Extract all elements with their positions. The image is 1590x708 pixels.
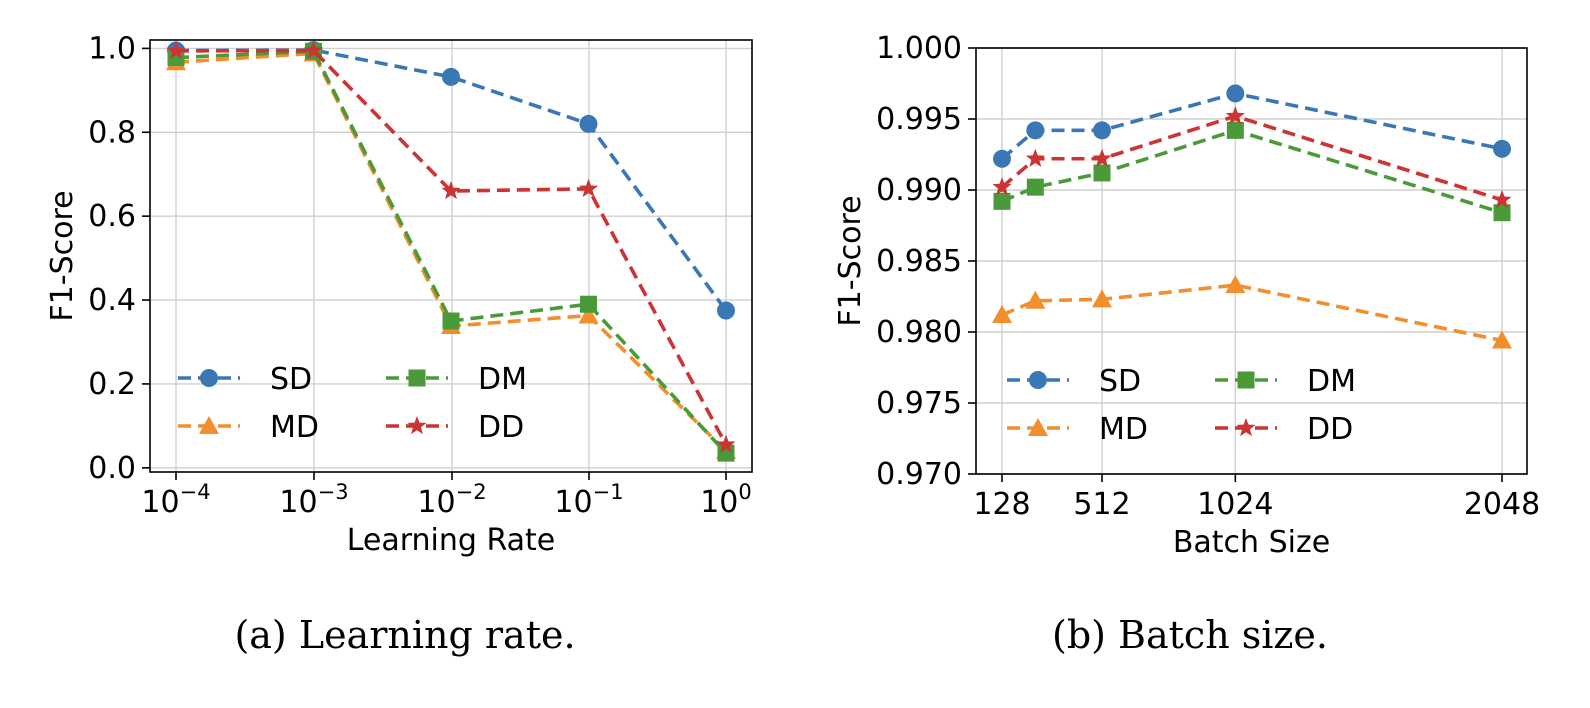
data-point-DD [1025, 148, 1045, 167]
legend-label-MD: MD [1099, 412, 1148, 447]
legend-label-MD: MD [270, 410, 319, 445]
data-point-MD [1025, 290, 1046, 309]
data-point-DM [442, 312, 460, 330]
y-tick-label: 0.2 [88, 367, 136, 402]
data-point-MD [1492, 330, 1512, 349]
legend-marker-SD [200, 369, 218, 387]
data-point-SD [442, 67, 460, 86]
data-point-SD [1226, 84, 1245, 103]
y-axis-label: F1-Score [45, 190, 80, 321]
caption-b: (b) Batch size. [1052, 613, 1328, 657]
x-tick-label: 10−3 [279, 480, 348, 520]
legend-marker-DM [1237, 371, 1255, 389]
series-line-SD [1000, 91, 1503, 161]
data-point-SD [1093, 121, 1111, 140]
x-tick-label: 10−4 [141, 480, 210, 520]
legend-marker-SD [1029, 371, 1047, 389]
x-tick-label: 10−1 [554, 480, 623, 520]
series-line-SD [175, 48, 728, 312]
y-tick-label: 1.000 [876, 31, 962, 66]
legend-label-SD: SD [1099, 364, 1141, 399]
legend-marker-MD [1028, 418, 1048, 436]
legend-label-DM: DM [478, 362, 527, 397]
plot-frame [149, 39, 753, 473]
data-point-DM [993, 192, 1011, 210]
y-tick-label: 1.0 [88, 31, 136, 66]
legend-label-DD: DD [1307, 412, 1353, 447]
data-point-DD [441, 180, 461, 200]
y-tick-label: 0.6 [88, 199, 136, 234]
y-tick-label: 0.4 [88, 283, 136, 318]
data-point-MD [578, 305, 599, 324]
y-tick-label: 0.0 [88, 451, 136, 486]
legend-marker-DM [408, 369, 426, 387]
data-point-DD [578, 178, 599, 197]
legend-marker-DD [407, 416, 427, 435]
x-tick-label: 512 [1073, 487, 1130, 522]
y-axis-label: F1-Score [833, 195, 868, 326]
data-point-SD [717, 301, 735, 320]
y-tick-label: 0.975 [876, 386, 962, 421]
y-tick-label: 0.995 [876, 102, 962, 137]
x-axis-label: Learning Rate [347, 523, 556, 558]
series-line-MD [175, 51, 728, 453]
data-point-DD [992, 177, 1012, 196]
legend-marker-DD [1236, 418, 1256, 437]
series-line-DM [175, 49, 728, 455]
data-point-DM [1093, 164, 1111, 182]
data-point-DD [1225, 106, 1245, 125]
data-point-DM [1226, 121, 1244, 139]
data-point-DM [1493, 204, 1511, 222]
x-tick-label: 128 [973, 487, 1030, 522]
data-point-DM [1026, 178, 1044, 196]
x-tick-label: 100 [700, 480, 752, 520]
y-tick-label: 0.985 [876, 244, 962, 279]
y-tick-label: 0.990 [876, 173, 962, 208]
legend-label-DD: DD [478, 410, 524, 445]
y-tick-label: 0.980 [876, 315, 962, 350]
data-point-DD [303, 40, 324, 59]
x-tick-label: 10−2 [417, 480, 486, 520]
legend-marker-MD [199, 416, 219, 434]
legend-label-DM: DM [1307, 364, 1356, 399]
data-point-DD [1092, 148, 1112, 167]
data-point-DD [1492, 189, 1512, 209]
data-point-SD [1026, 121, 1045, 140]
x-tick-label: 2048 [1464, 487, 1540, 522]
data-point-DD [166, 40, 186, 59]
data-point-MD [1092, 289, 1112, 308]
caption-a: (a) Learning rate. [234, 613, 575, 657]
chart-learning-rate: 0.0 0.2 0.4 0.6 0.8 1.0 10−4 10−3 10−2 10−1 100 Lea… [45, 31, 753, 558]
data-point-MD [1225, 275, 1246, 294]
data-point-SD [993, 149, 1011, 168]
data-point-DD [716, 434, 736, 453]
data-point-DM [580, 295, 597, 313]
data-point-MD [992, 304, 1012, 323]
chart-batch-size: 0.970 0.975 0.980 0.985 0.990 0.995 1.000 128 51… [833, 31, 1540, 560]
y-tick-label: 0.970 [876, 457, 962, 492]
y-tick-label: 0.8 [88, 115, 136, 150]
x-tick-label: 1024 [1197, 487, 1273, 522]
x-axis-label: Batch Size [1173, 525, 1330, 560]
data-point-SD [579, 114, 598, 133]
data-point-SD [1493, 139, 1511, 158]
series-line-DD [175, 48, 728, 446]
series-line-DM [1001, 128, 1503, 215]
legend-label-SD: SD [270, 362, 312, 397]
